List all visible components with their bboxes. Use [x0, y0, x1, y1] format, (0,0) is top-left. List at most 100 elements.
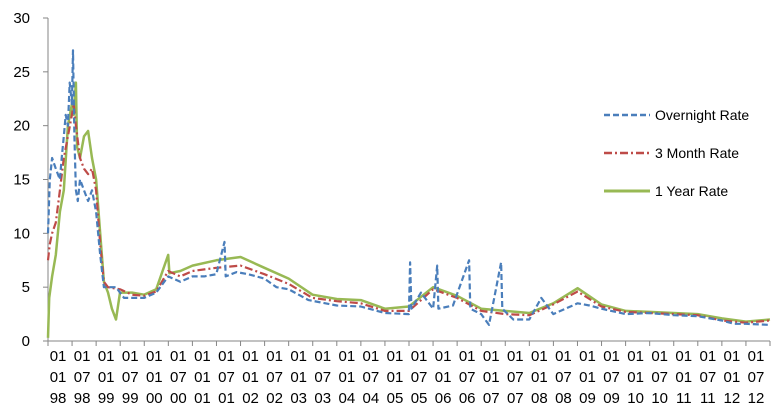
x-tick-label: 01	[338, 369, 355, 386]
x-tick-label: 98	[74, 390, 91, 407]
x-tick-label: 01	[290, 369, 307, 386]
x-tick-label: 01	[50, 348, 67, 365]
x-tick-label: 07	[507, 390, 524, 407]
x-tick-label: 01	[266, 348, 283, 365]
x-tick-label: 12	[748, 390, 765, 407]
x-tick-label: 01	[218, 390, 235, 407]
x-tick-label: 07	[170, 369, 187, 386]
x-tick-label: 01	[411, 348, 428, 365]
x-tick-label: 01	[387, 348, 404, 365]
x-tick-label: 01	[170, 348, 187, 365]
x-tick-label: 10	[651, 390, 668, 407]
y-tick-label: 15	[13, 172, 30, 189]
x-tick-label: 99	[122, 390, 139, 407]
x-tick-label: 98	[50, 390, 67, 407]
x-tick-label: 00	[146, 390, 163, 407]
x-tick-label: 01	[579, 369, 596, 386]
x-tick-label: 01	[146, 348, 163, 365]
x-tick-label: 07	[74, 369, 91, 386]
x-tick-label: 07	[651, 369, 668, 386]
x-tick-label: 07	[483, 390, 500, 407]
x-tick-label: 01	[242, 348, 259, 365]
x-tick-label: 04	[363, 390, 380, 407]
x-tick-label: 07	[748, 369, 765, 386]
x-tick-label: 01	[194, 390, 211, 407]
x-tick-label: 08	[555, 390, 572, 407]
x-tick-label: 01	[699, 348, 716, 365]
x-tick-label: 01	[242, 369, 259, 386]
x-tick-label: 01	[675, 369, 692, 386]
x-tick-label: 07	[266, 369, 283, 386]
legend-label: 3 Month Rate	[655, 145, 739, 161]
x-tick-label: 01	[314, 348, 331, 365]
x-tick-label: 01	[435, 348, 452, 365]
x-tick-label: 01	[675, 348, 692, 365]
x-tick-label: 05	[387, 390, 404, 407]
x-tick-label: 01	[531, 369, 548, 386]
x-tick-label: 01	[459, 348, 476, 365]
x-tick-label: 01	[146, 369, 163, 386]
x-tick-label: 03	[290, 390, 307, 407]
x-tick-label: 11	[676, 390, 692, 407]
x-tick-label: 01	[98, 348, 115, 365]
x-tick-label: 10	[627, 390, 644, 407]
x-tick-label: 01	[507, 348, 524, 365]
series-lines	[46, 49, 771, 338]
x-tick-label: 01	[194, 348, 211, 365]
y-tick-label: 10	[13, 225, 30, 242]
x-tick-label: 07	[411, 369, 428, 386]
x-tick-label: 07	[314, 369, 331, 386]
y-tick-label: 5	[22, 279, 30, 296]
x-tick-label: 01	[483, 348, 500, 365]
x-tick-label: 01	[724, 369, 741, 386]
x-tick-label: 01	[603, 348, 620, 365]
x-tick-label: 07	[218, 369, 235, 386]
x-tick-label: 07	[603, 369, 620, 386]
y-tick-label: 0	[22, 333, 30, 350]
series-line-3-month-rate	[46, 103, 771, 324]
x-tick-label: 01	[98, 369, 115, 386]
x-tick-label: 01	[290, 348, 307, 365]
x-tick-label: 06	[435, 390, 452, 407]
x-axis-ticks: 01 01 98 01 07 98 01 01 99 01 07 99 01 01 00 01 07 00 01 01…	[47, 341, 771, 407]
x-tick-label: 11	[700, 390, 716, 407]
y-tick-label: 20	[13, 118, 30, 135]
x-tick-label: 07	[507, 369, 524, 386]
x-tick-label: 01	[531, 348, 548, 365]
x-tick-label: 05	[411, 390, 428, 407]
x-tick-label: 01	[627, 369, 644, 386]
x-tick-label: 09	[579, 390, 596, 407]
x-tick-label: 01	[483, 369, 500, 386]
x-tick-label: 01	[363, 348, 380, 365]
x-tick-label: 02	[266, 390, 283, 407]
x-tick-label: 09	[603, 390, 620, 407]
x-tick-label: 01	[724, 348, 741, 365]
x-tick-label: 01	[194, 369, 211, 386]
x-tick-label: 01	[387, 369, 404, 386]
x-tick-label: 01	[50, 369, 67, 386]
x-tick-label: 04	[338, 390, 355, 407]
x-tick-label: 01	[651, 348, 668, 365]
y-axis-ticks: 0 5 10 15 20 25 30	[13, 10, 48, 350]
x-tick-label: 12	[724, 390, 741, 407]
x-tick-label: 07	[459, 369, 476, 386]
series-line-overnight-rate	[46, 49, 771, 326]
x-tick-label: 01	[74, 348, 91, 365]
x-tick-label: 02	[242, 390, 259, 407]
x-tick-label: 07	[555, 369, 572, 386]
x-tick-label: 01	[435, 369, 452, 386]
legend: Overnight Rate 3 Month Rate 1 Year Rate	[604, 107, 749, 199]
x-tick-label: 00	[170, 390, 187, 407]
y-tick-label: 25	[13, 64, 30, 81]
x-tick-label: 01	[122, 348, 139, 365]
x-tick-label: 01	[555, 348, 572, 365]
y-tick-label: 30	[13, 10, 30, 27]
x-tick-label: 01	[748, 348, 765, 365]
x-tick-label: 99	[98, 390, 115, 407]
series-line-1-year-rate	[46, 81, 771, 338]
x-tick-label: 03	[314, 390, 331, 407]
x-tick-label: 01	[338, 348, 355, 365]
x-tick-label: 07	[122, 369, 139, 386]
x-tick-label: 01	[579, 348, 596, 365]
